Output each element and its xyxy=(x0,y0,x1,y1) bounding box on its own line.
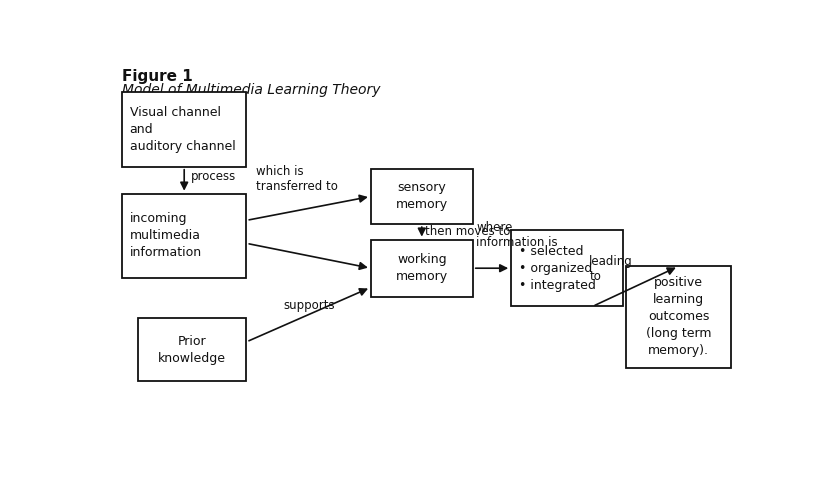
Text: process: process xyxy=(191,170,236,183)
FancyBboxPatch shape xyxy=(122,92,246,167)
FancyBboxPatch shape xyxy=(370,168,472,224)
Text: which is
transferred to: which is transferred to xyxy=(256,165,337,193)
Text: Figure 1: Figure 1 xyxy=(122,69,193,84)
Text: positive
learning
outcomes
(long term
memory).: positive learning outcomes (long term me… xyxy=(646,276,711,357)
Text: leading
to: leading to xyxy=(589,254,633,283)
Text: then moves to: then moves to xyxy=(425,225,510,239)
Text: Prior
knowledge: Prior knowledge xyxy=(158,334,226,364)
Text: supports: supports xyxy=(283,299,335,312)
FancyBboxPatch shape xyxy=(122,193,246,278)
Text: working
memory: working memory xyxy=(396,253,448,283)
Text: where
information is: where information is xyxy=(476,221,558,249)
Text: Visual channel
and
auditory channel: Visual channel and auditory channel xyxy=(130,106,235,153)
Text: incoming
multimedia
information: incoming multimedia information xyxy=(130,212,202,259)
FancyBboxPatch shape xyxy=(138,318,246,381)
Text: Model of Multimedia Learning Theory: Model of Multimedia Learning Theory xyxy=(122,83,380,96)
FancyBboxPatch shape xyxy=(625,266,731,368)
Text: sensory
memory: sensory memory xyxy=(396,181,448,211)
FancyBboxPatch shape xyxy=(370,240,472,297)
Text: • selected
• organized
• integrated: • selected • organized • integrated xyxy=(518,245,596,292)
FancyBboxPatch shape xyxy=(511,230,623,307)
